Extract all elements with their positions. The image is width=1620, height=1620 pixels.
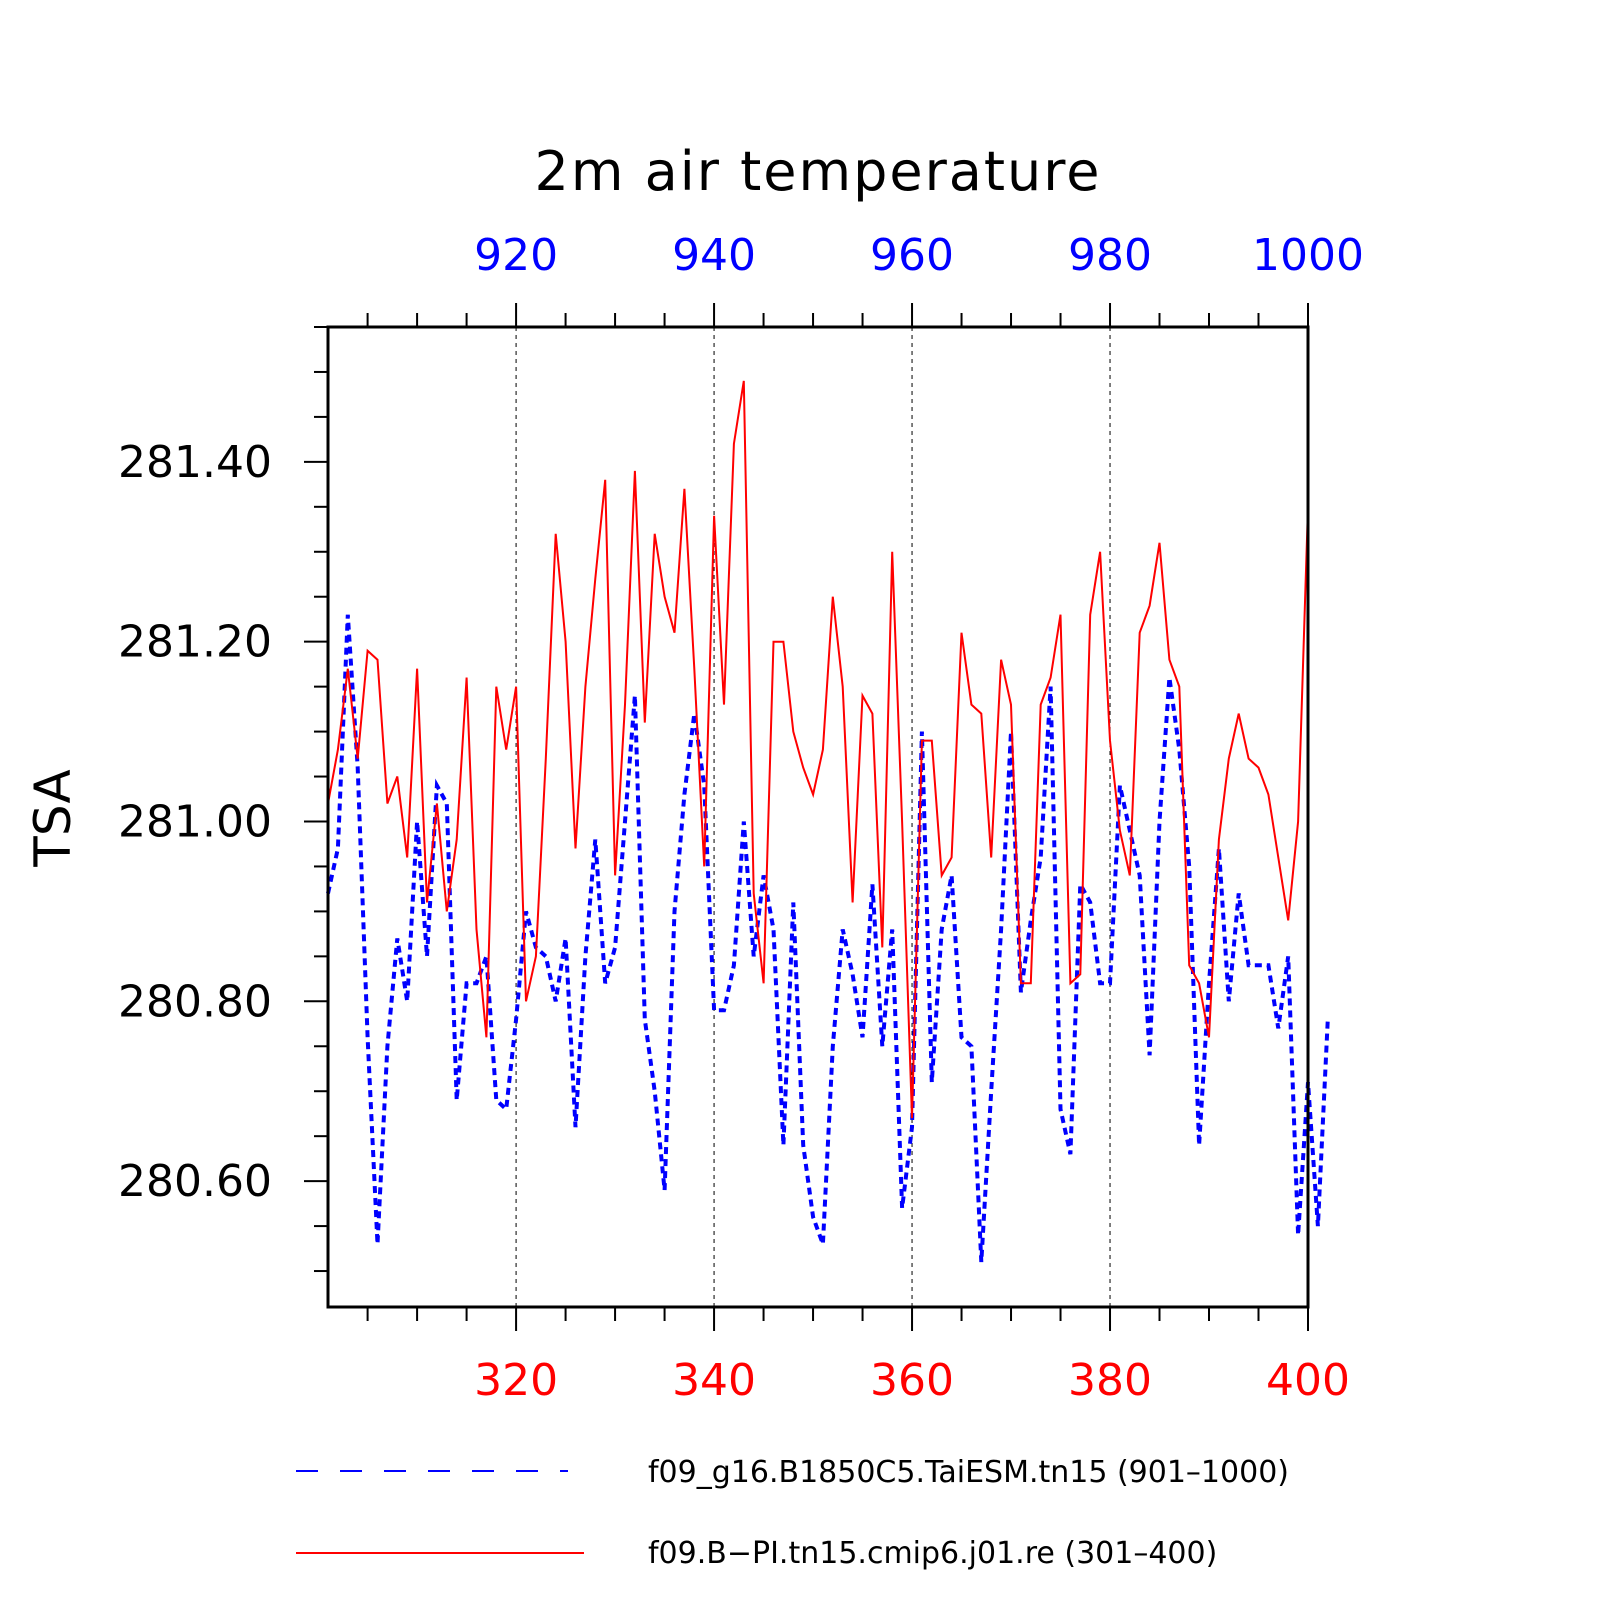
- legend-label-red: f09.B−PI.tn15.cmip6.j01.re (301–400): [648, 1536, 1217, 1571]
- bottom-x-tick-labels: 320 340 360 380 400: [474, 1355, 1350, 1406]
- top-tick-label: 920: [474, 230, 558, 281]
- bottom-tick-label: 360: [870, 1355, 954, 1406]
- top-tick-label: 1000: [1252, 230, 1364, 281]
- top-tick-label: 940: [672, 230, 756, 281]
- y-tick-label: 280.80: [118, 976, 272, 1027]
- bottom-tick-label: 340: [672, 1355, 756, 1406]
- legend-label-blue: f09_g16.B1850C5.TaiESM.tn15 (901–1000): [648, 1455, 1289, 1490]
- plot-frame: [326, 325, 1310, 1309]
- bottom-tick-label: 320: [474, 1355, 558, 1406]
- legend: f09_g16.B1850C5.TaiESM.tn15 (901–1000) f…: [296, 1455, 1289, 1571]
- top-tick-label: 960: [870, 230, 954, 281]
- y-tick-labels: 280.60 280.80 281.00 281.20 281.40: [118, 437, 272, 1207]
- series-lines: [326, 380, 1330, 1263]
- y-tick-label: 281.00: [118, 796, 272, 847]
- top-x-tick-labels: 920 940 960 980 1000: [474, 230, 1364, 281]
- top-tick-label: 980: [1068, 230, 1152, 281]
- bottom-tick-label: 380: [1068, 1355, 1152, 1406]
- chart-title: 2m air temperature: [534, 140, 1101, 203]
- grid-lines: [515, 327, 1111, 1307]
- bottom-tick-label: 400: [1266, 1355, 1350, 1406]
- series-line-red-solid: [327, 380, 1309, 1119]
- y-tick-label: 280.60: [118, 1156, 272, 1207]
- series-line-blue-dashed: [326, 614, 1330, 1263]
- y-tick-label: 281.40: [118, 437, 272, 488]
- y-axis-label: TSA: [24, 769, 82, 867]
- axis-ticks: [304, 303, 1309, 1331]
- y-tick-label: 281.20: [118, 617, 272, 668]
